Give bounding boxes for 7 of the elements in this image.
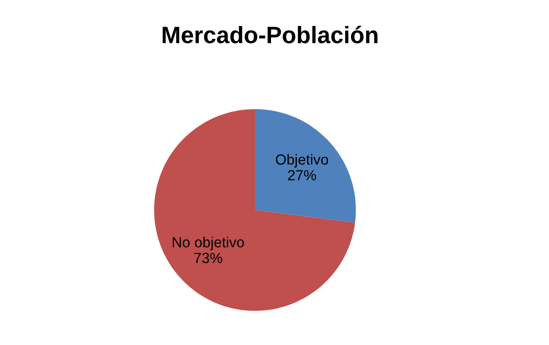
slice-label: No objetivo [172,236,244,250]
slice-label: Objetivo [276,154,328,168]
data-label: 73% [194,252,222,264]
pie-slice [154,109,356,311]
data-label: 27% [288,170,316,180]
chart-title: Mercado-Población [162,26,378,44]
pie-slice [255,109,356,223]
